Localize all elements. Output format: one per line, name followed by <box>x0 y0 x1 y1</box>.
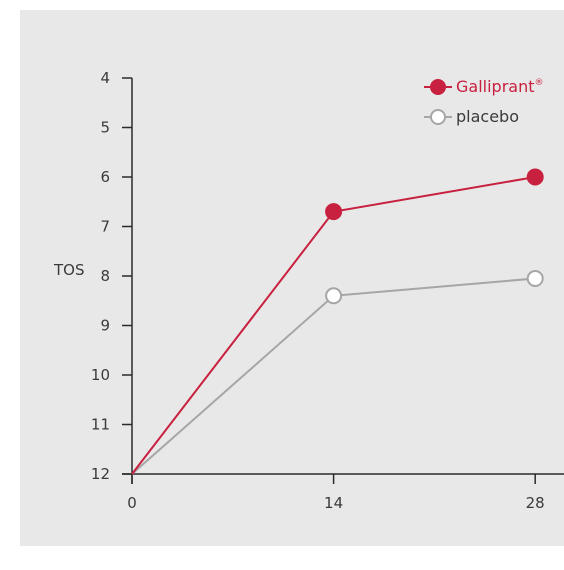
legend-marker-placebo <box>430 109 446 125</box>
y-tick-label: 4 <box>100 69 110 87</box>
data-point-galliprant <box>325 203 343 221</box>
series-line-galliprant <box>131 176 536 475</box>
x-axis-ticks: 0 14 28 <box>127 474 545 512</box>
x-tick-label: 14 <box>324 494 343 512</box>
registered-mark: ® <box>535 78 544 88</box>
axes <box>122 78 564 484</box>
legend-item-galliprant: Galliprant® <box>424 77 544 96</box>
y-tick-label: 10 <box>91 366 110 384</box>
x-tick-label: 28 <box>526 494 545 512</box>
line-chart: TOS 4 5 6 7 8 9 10 11 12 0 14 28 Galliprant® place… <box>53 69 564 512</box>
chart-panel: TOS 4 5 6 7 8 9 10 11 12 0 14 28 Galliprant® place… <box>20 10 564 546</box>
y-tick-label: 9 <box>100 317 110 335</box>
legend-item-placebo: placebo <box>424 107 519 126</box>
y-tick-label: 12 <box>91 465 110 483</box>
data-point-placebo <box>325 287 343 305</box>
y-tick-label: 6 <box>100 168 110 186</box>
y-tick-label: 8 <box>100 267 110 285</box>
y-axis-label: TOS <box>53 261 85 279</box>
y-tick-label: 7 <box>100 218 110 236</box>
y-axis-ticks: 4 5 6 7 8 9 10 11 12 <box>91 69 132 483</box>
legend-marker-galliprant <box>430 79 446 95</box>
series-line-placebo <box>131 277 536 475</box>
series-group <box>131 168 544 475</box>
y-tick-label: 11 <box>91 416 110 434</box>
svg-text:placebo: placebo <box>456 107 519 126</box>
legend-label-galliprant: Galliprant <box>456 77 535 96</box>
data-point-placebo <box>526 269 544 287</box>
x-tick-label: 0 <box>127 494 137 512</box>
data-point-galliprant <box>526 168 544 186</box>
svg-text:Galliprant®: Galliprant® <box>456 77 544 96</box>
y-tick-label: 5 <box>100 119 110 137</box>
legend: Galliprant® placebo <box>424 77 544 126</box>
legend-label-placebo: placebo <box>456 107 519 126</box>
